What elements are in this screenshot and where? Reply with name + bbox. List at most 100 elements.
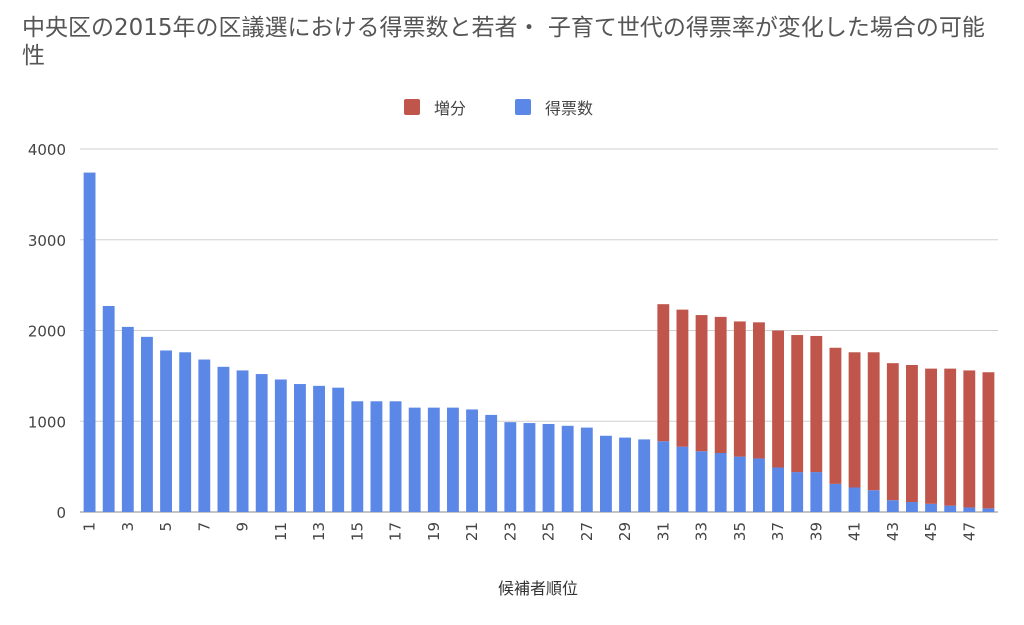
bar-votes [351,401,364,512]
x-tick-label: 27 [578,522,596,541]
bar-votes [466,409,478,512]
legend-item-votes: 得票数 [515,95,593,119]
bar-votes [867,490,880,512]
bar-votes [427,407,440,512]
y-tick-label: 1000 [28,413,66,431]
x-tick-label: 29 [616,522,634,541]
bar-votes [236,370,249,512]
x-tick-label: 15 [348,522,366,541]
bar-votes [332,387,345,512]
legend-label-votes: 得票数 [545,99,594,118]
bar-votes [810,472,823,512]
bar-votes [102,305,115,512]
bar-votes [772,467,784,512]
x-tick-label: 47 [960,522,978,541]
x-tick-label: 35 [731,522,749,541]
bar-votes [906,502,918,512]
x-tick-label: 11 [272,522,290,541]
bar-votes [944,505,957,512]
bar-votes [313,385,325,512]
x-tick-label: 31 [654,522,672,541]
bar-increment [772,330,784,468]
bar-votes [370,401,383,512]
bar-increment [848,352,861,488]
x-tick-label: 3 [119,522,137,532]
y-tick-label: 0 [56,504,66,522]
x-tick-label: 13 [310,522,328,541]
bar-increment [982,372,995,509]
bar-votes [829,483,842,512]
bar-increment [867,352,880,491]
bar-increment [791,335,804,473]
bar-votes [179,352,192,512]
gridlines [80,148,998,513]
bar-votes [274,379,287,512]
bar-votes [542,423,555,512]
x-tick-label: 37 [769,522,787,541]
bar-votes [886,500,899,512]
bar-votes [485,414,498,512]
x-tick-label: 19 [425,522,443,541]
bar-votes [925,503,937,512]
bar-votes [848,487,861,512]
x-tick-label: 7 [195,522,213,532]
legend-swatch-increment [404,99,420,115]
bar-votes [504,422,517,512]
bar-votes [791,472,804,512]
bar-votes [676,446,689,512]
chart-title: 中央区の2015年の区議選における得票数と若者・ 子育て世代の得票率が変化した場… [22,15,985,69]
y-tick-label: 4000 [28,141,66,159]
bar-votes [600,435,612,512]
bar-increment [810,335,823,473]
x-axis-ticks: 1 3 5 7 9 11 13 15 17 19 21 23 25 27 29 31 33 35 37 39 41 43 4… [81,522,979,541]
x-tick-label: 33 [693,522,711,541]
bar-increment [906,364,918,503]
bar-votes [408,407,421,512]
bar-votes [638,439,651,512]
bars [83,172,995,512]
bar-votes [714,453,727,512]
y-axis-ticks: 0 1000 2000 3000 4000 [28,141,66,522]
bar-votes [561,425,574,512]
bar-votes [963,507,976,512]
bar-increment [963,370,976,508]
bar-votes [198,359,211,512]
bar-increment [944,368,957,506]
bar-votes [657,441,670,512]
legend-swatch-votes [515,99,531,115]
x-tick-label: 23 [501,522,519,541]
x-tick-label: 41 [846,522,864,541]
bar-increment [829,347,842,484]
x-tick-label: 21 [463,522,481,541]
x-tick-label: 5 [157,522,175,532]
bar-votes [733,456,746,512]
bar-votes [389,401,402,512]
bar-votes [160,350,172,512]
y-tick-label: 3000 [28,232,66,250]
bar-votes [695,451,708,512]
bar-increment [753,322,765,459]
bar-votes [447,407,459,512]
bar-increment [925,368,937,504]
bar-increment [886,363,899,501]
y-tick-label: 2000 [28,323,66,341]
bar-votes [83,172,96,512]
bar-increment [695,315,708,452]
x-tick-label: 43 [884,522,902,541]
bar-votes [982,508,995,512]
legend: 増分 得票数 [0,95,1024,119]
x-tick-label: 25 [540,522,558,541]
legend-item-increment: 増分 [404,95,466,119]
x-axis-label: 候補者順位 [498,579,578,598]
x-tick-label: 1 [81,522,99,532]
bar-votes [619,437,631,512]
legend-label-increment: 増分 [434,99,467,118]
bar-votes [294,384,306,512]
bar-votes [753,458,765,512]
x-tick-label: 45 [922,522,940,541]
bar-votes [217,366,230,512]
bar-increment [676,309,689,447]
x-tick-label: 39 [807,522,825,541]
bar-increment [733,321,746,457]
